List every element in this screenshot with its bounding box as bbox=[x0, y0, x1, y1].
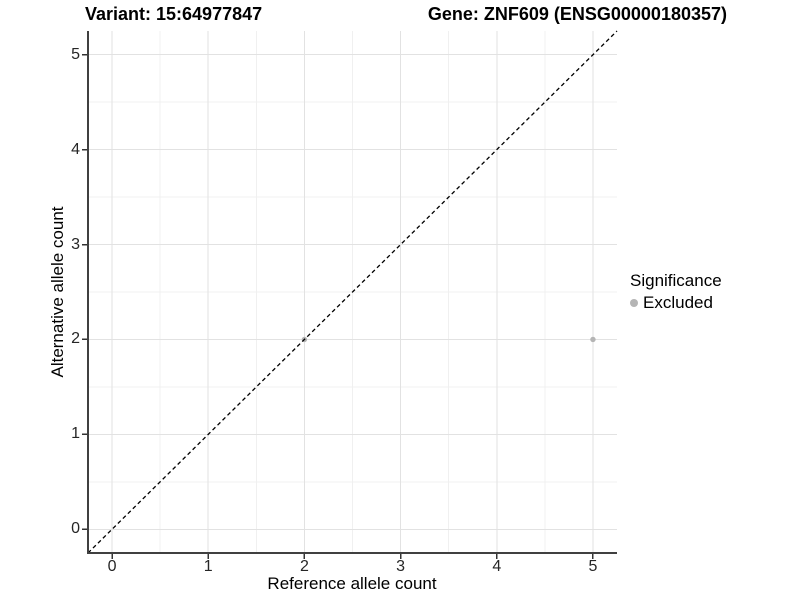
x-tick-label: 2 bbox=[299, 558, 309, 575]
legend-items: Excluded bbox=[630, 293, 722, 313]
x-axis-title: Reference allele count bbox=[267, 574, 437, 593]
x-tick-label: 5 bbox=[588, 558, 598, 575]
x-tick-label: 1 bbox=[203, 558, 213, 575]
y-axis-title: Alternative allele count bbox=[48, 206, 67, 378]
y-tick-label: 1 bbox=[71, 425, 80, 443]
x-tick-label: 3 bbox=[396, 558, 406, 575]
y-tick-label: 0 bbox=[71, 520, 80, 538]
y-tick-label: 2 bbox=[71, 330, 80, 348]
data-point bbox=[590, 336, 596, 343]
identity-line bbox=[87, 30, 618, 554]
y-tick-label: 4 bbox=[71, 140, 80, 158]
y-tick-label: 5 bbox=[71, 45, 80, 63]
gene-title: Gene: ZNF609 (ENSG00000180357) bbox=[427, 4, 727, 24]
variant-title: Variant: 15:64977847 bbox=[85, 4, 263, 24]
legend-item: Excluded bbox=[630, 293, 722, 313]
legend: Significance Excluded bbox=[630, 271, 722, 313]
legend-point-icon bbox=[630, 299, 638, 307]
x-tick-label: 4 bbox=[492, 558, 502, 575]
legend-item-label: Excluded bbox=[643, 293, 713, 312]
y-tick-label: 3 bbox=[71, 235, 80, 253]
legend-title: Significance bbox=[630, 271, 722, 290]
x-tick-label: 0 bbox=[107, 558, 117, 575]
